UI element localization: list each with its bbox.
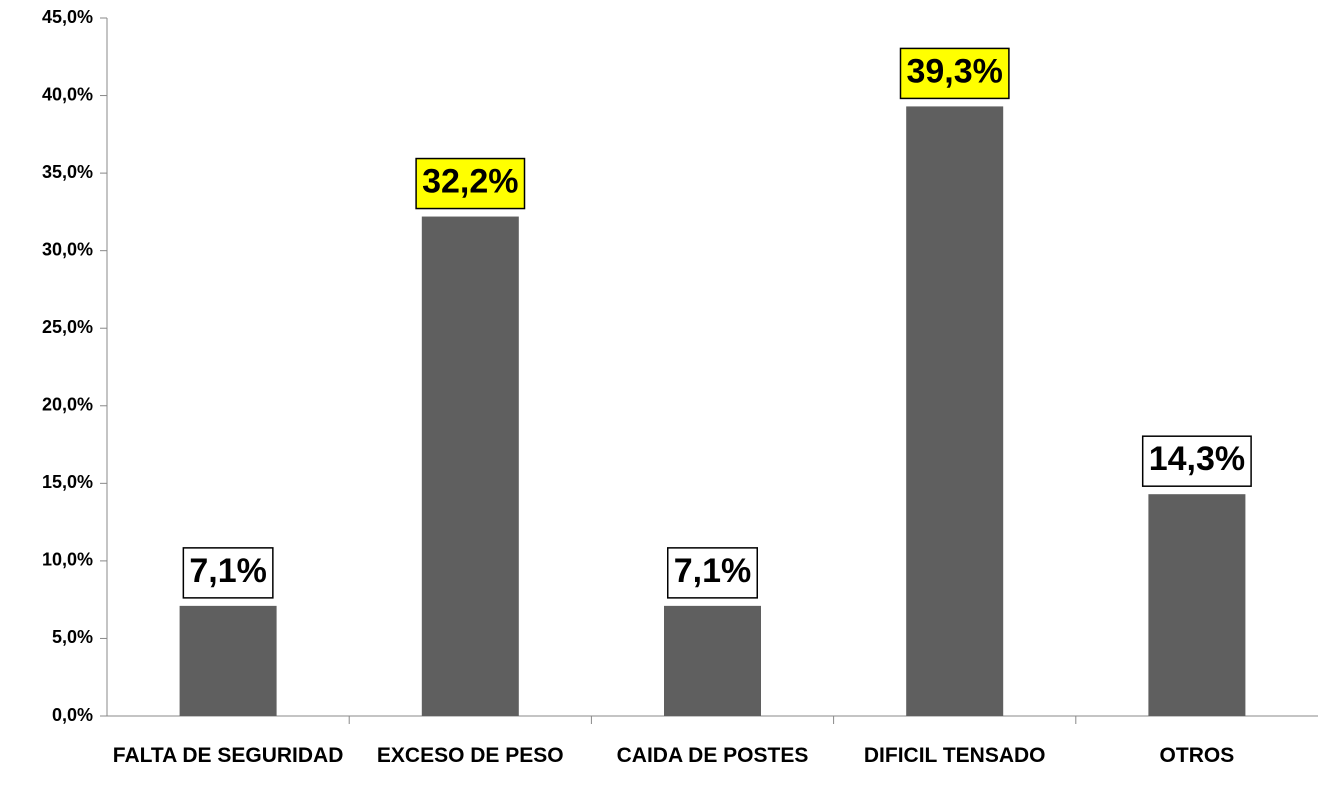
value-label-box [899,47,1010,100]
bar [906,106,1004,716]
y-tick-label: 10,0% [42,550,93,570]
y-tick-label: 15,0% [42,472,93,492]
x-tick-label: EXCESO DE PESO [376,744,564,767]
value-label: 39,3% [906,52,1002,90]
y-tick-label: 35,0% [42,162,93,182]
y-tick-label: 30,0% [42,239,93,259]
value-label: 32,2% [422,163,518,201]
bar [179,605,277,716]
value-label-box [1141,435,1252,487]
value-label: 14,3% [1149,440,1245,478]
y-tick-label: 0,0% [52,705,93,725]
y-tick-label: 20,0% [42,395,93,415]
value-label-box [415,157,526,210]
x-tick-label: OTROS [1159,744,1235,767]
y-tick-label: 40,0% [42,84,93,104]
value-label-box [667,547,758,599]
value-label-box [182,547,274,599]
x-tick-label: CAIDA DE POSTES [616,744,809,767]
bar [1148,494,1246,716]
bar [664,605,761,716]
y-tick-label: 25,0% [42,317,93,337]
value-label: 7,1% [189,552,267,590]
y-tick-label: 5,0% [52,627,93,647]
x-tick-label: DIFICIL TENSADO [863,744,1046,767]
value-label: 7,1% [674,552,752,590]
bar [421,216,519,716]
y-tick-label: 45,0% [42,7,93,27]
x-tick-label: FALTA DE SEGURIDAD [112,744,344,767]
